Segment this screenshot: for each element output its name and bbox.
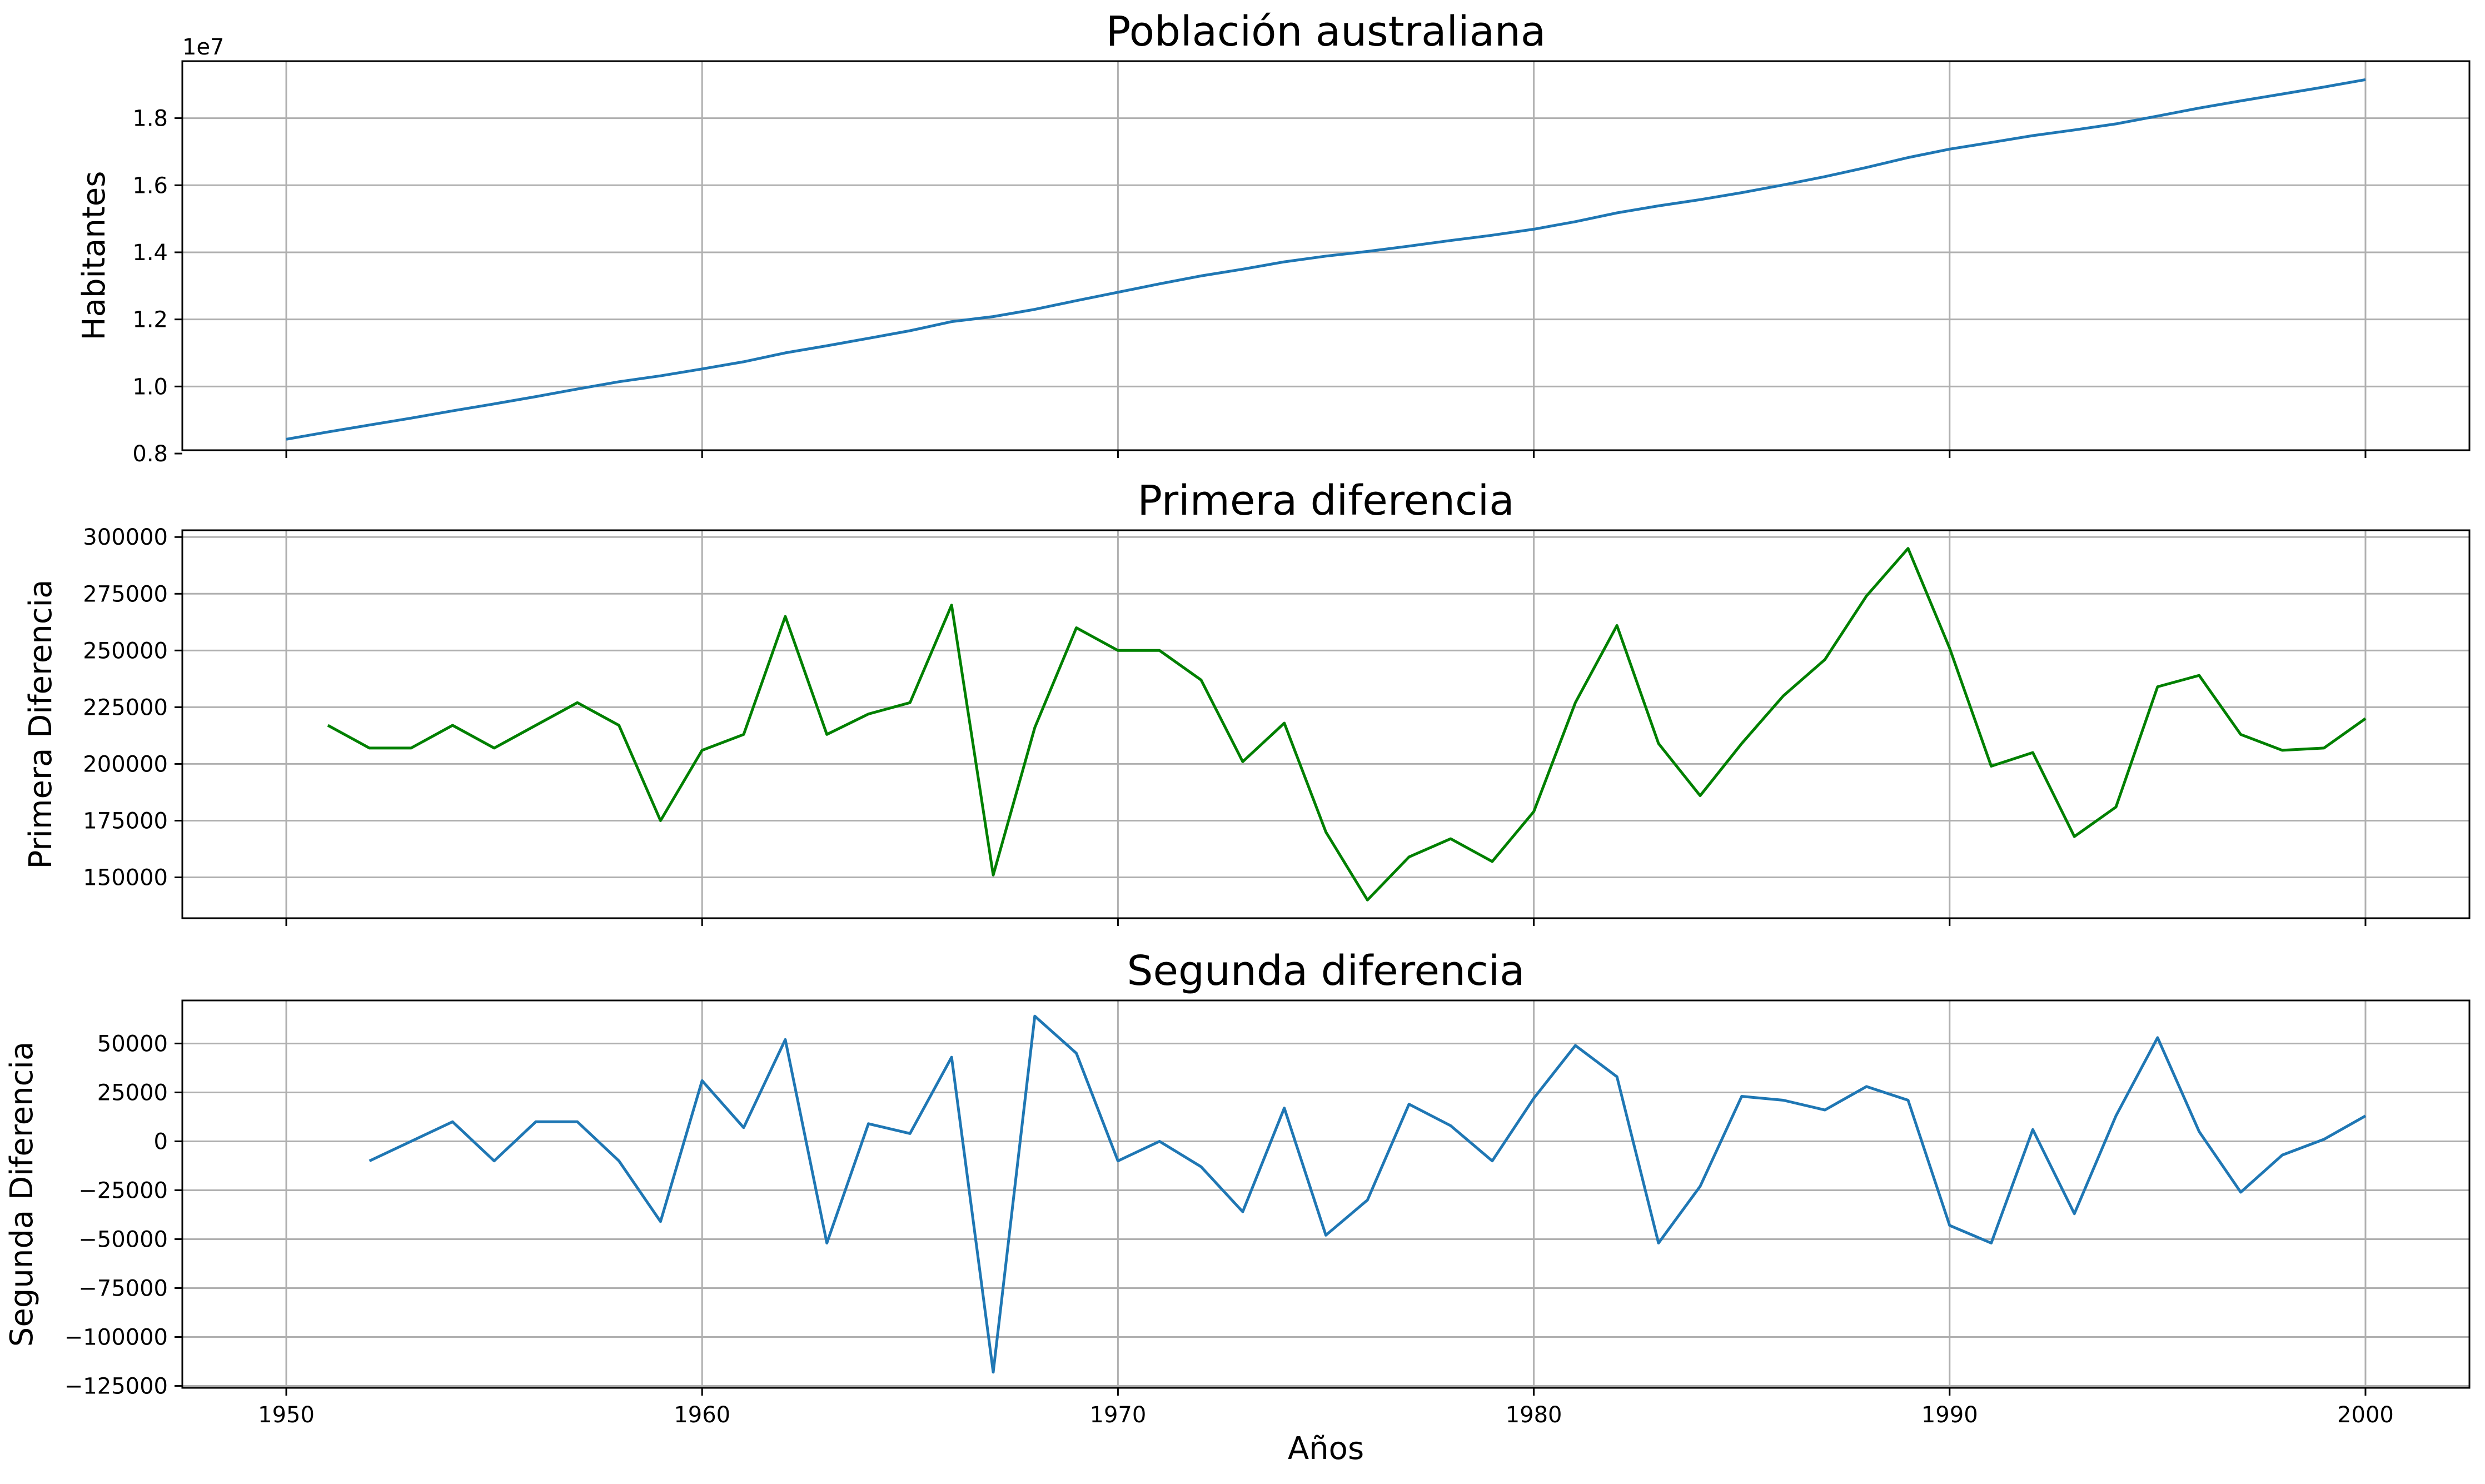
y-tick-label: 0.8 xyxy=(132,441,168,467)
y-tick-label: 250000 xyxy=(83,638,168,664)
ticks: 150000 175000 200000 225000 250000 275000 3000… xyxy=(83,525,2367,926)
y-tick-label: 25000 xyxy=(97,1080,168,1105)
y-tick-label: −25000 xyxy=(78,1178,168,1203)
y-tick-label: 1.4 xyxy=(132,240,168,266)
y-tick-label: −100000 xyxy=(64,1324,168,1350)
x-tick-label: 1970 xyxy=(1090,1402,1147,1428)
axes-frame xyxy=(181,60,2471,451)
ticks: 1950 1960 1970 1980 1990 2000 −125000 −100000 −7… xyxy=(64,1031,2394,1428)
y-axis-label: Segunda Diferencia xyxy=(4,1042,40,1347)
y-tick-label: 50000 xyxy=(97,1031,168,1057)
y-tick-label: 1.2 xyxy=(132,307,168,333)
y-tick-label: 175000 xyxy=(83,808,168,834)
y-tick-label: 275000 xyxy=(83,581,168,607)
y-tick-label: 1.8 xyxy=(132,106,168,132)
y-tick-label: −125000 xyxy=(64,1373,168,1399)
axes-frame xyxy=(181,529,2471,919)
panel-title: Primera diferencia xyxy=(1137,477,1514,525)
panel-title: Segunda diferencia xyxy=(1127,947,1525,995)
y-tick-label: −75000 xyxy=(78,1276,168,1301)
y-tick-label: 1.0 xyxy=(132,374,168,400)
y-axis-label: Primera Diferencia xyxy=(23,580,59,869)
population-line xyxy=(286,78,2366,441)
x-axis-label: Años xyxy=(1288,1431,1364,1467)
y-axis-label: Habitantes xyxy=(76,171,112,341)
y-tick-label: 300000 xyxy=(83,525,168,550)
second-difference-line xyxy=(368,1014,2367,1374)
y-tick-label: 225000 xyxy=(83,695,168,720)
x-tick-label: 1980 xyxy=(1506,1402,1562,1428)
axes-frame xyxy=(181,999,2471,1389)
ticks: 0.8 1.0 1.2 1.4 1.6 1.8 xyxy=(132,106,2367,467)
grid-lines xyxy=(182,1000,2469,1388)
first-difference-line xyxy=(327,547,2367,902)
grid-lines xyxy=(182,61,2469,450)
y-tick-label: 200000 xyxy=(83,751,168,777)
x-tick-label: 1990 xyxy=(1921,1402,1978,1428)
first-difference-panel: 150000 175000 200000 225000 250000 275000 3000… xyxy=(23,477,2471,926)
grid-lines xyxy=(182,530,2469,918)
y-tick-label: 0 xyxy=(154,1129,168,1154)
y-offset-text: 1e7 xyxy=(182,34,225,60)
y-tick-label: 150000 xyxy=(83,865,168,891)
second-difference-panel: 1950 1960 1970 1980 1990 2000 −125000 −100000 −7… xyxy=(4,947,2471,1467)
x-tick-label: 2000 xyxy=(2337,1402,2394,1428)
x-tick-label: 1950 xyxy=(258,1402,315,1428)
x-tick-label: 1960 xyxy=(674,1402,730,1428)
y-tick-label: −50000 xyxy=(78,1227,168,1252)
population-panel: 0.8 1.0 1.2 1.4 1.6 1.8 Población australiana… xyxy=(76,8,2471,467)
panel-title: Población australiana xyxy=(1106,8,1546,56)
y-tick-label: 1.6 xyxy=(132,173,168,198)
